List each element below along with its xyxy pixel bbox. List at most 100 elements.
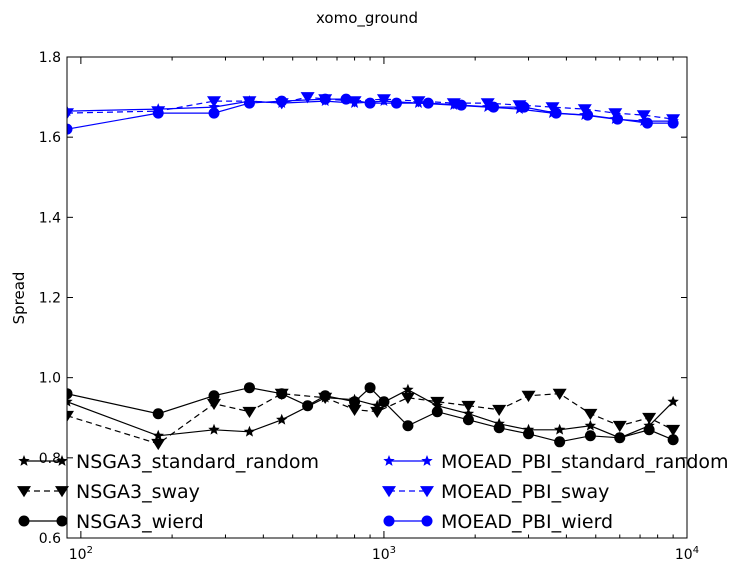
legend-marker <box>56 455 68 466</box>
data-point-MOEAD_PBI_wierd <box>67 123 73 135</box>
data-point-NSGA3_standard_random <box>67 395 73 407</box>
y-tick-label: 1.6 <box>39 130 61 146</box>
data-point-MOEAD_PBI_wierd <box>208 107 220 119</box>
data-point-MOEAD_PBI_wierd <box>550 107 562 119</box>
data-point-NSGA3_sway <box>370 406 385 419</box>
data-point-MOEAD_PBI_wierd <box>612 113 624 125</box>
data-point-NSGA3_wierd <box>364 382 376 394</box>
data-point-MOEAD_PBI_sway <box>376 94 391 106</box>
legend-entry: MOEAD_PBI_sway <box>382 481 609 503</box>
data-point-MOEAD_PBI_wierd <box>152 107 164 119</box>
data-point-MOEAD_PBI_wierd <box>340 93 352 105</box>
data-point-MOEAD_PBI_sway <box>577 104 592 116</box>
data-point-NSGA3_standard_random <box>276 413 288 425</box>
data-point-MOEAD_PBI_sway <box>300 92 315 104</box>
y-tick-label: 0.8 <box>39 451 61 467</box>
data-point-NSGA3_standard_random <box>208 423 220 435</box>
series-line-NSGA3_sway <box>67 393 674 445</box>
legend-marker <box>383 515 395 527</box>
legend-entry: NSGA3_sway <box>17 481 200 503</box>
data-point-NSGA3_wierd <box>462 414 474 426</box>
data-point-MOEAD_PBI_wierd <box>319 93 331 105</box>
data-point-MOEAD_PBI_sway <box>446 98 461 110</box>
data-point-MOEAD_PBI_wierd <box>276 95 288 107</box>
x-tick-label: 102 <box>69 545 93 563</box>
legend-entry: NSGA3_standard_random <box>18 451 319 473</box>
data-point-NSGA3_wierd <box>493 422 505 434</box>
y-tick-label: 1.0 <box>39 371 61 387</box>
data-point-NSGA3_sway <box>642 412 657 425</box>
data-point-MOEAD_PBI_wierd <box>243 97 255 109</box>
data-point-MOEAD_PBI_wierd <box>390 97 402 109</box>
x-tick-label: 104 <box>675 545 699 563</box>
legend-marker <box>382 486 396 498</box>
data-point-MOEAD_PBI_wierd <box>488 101 500 113</box>
data-point-NSGA3_wierd <box>643 424 655 436</box>
legend-entry: MOEAD_PBI_standard_random <box>383 451 729 473</box>
data-point-NSGA3_sway <box>207 398 222 411</box>
y-tick-label: 0.6 <box>39 531 61 547</box>
y-tick-label: 1.4 <box>39 210 61 226</box>
data-point-NSGA3_wierd <box>152 408 164 420</box>
data-point-NSGA3_wierd <box>584 430 596 442</box>
data-point-NSGA3_sway <box>521 390 536 403</box>
data-point-NSGA3_sway <box>552 388 567 400</box>
y-tick-label: 1.8 <box>39 50 61 66</box>
legend-label: NSGA3_sway <box>76 481 200 503</box>
data-point-NSGA3_sway <box>67 410 74 423</box>
data-point-NSGA3_standard_random <box>152 429 164 441</box>
data-point-MOEAD_PBI_wierd <box>582 109 594 121</box>
data-point-NSGA3_sway <box>612 420 627 433</box>
data-point-NSGA3_standard_random <box>667 395 679 407</box>
series-MOEAD_PBI_wierd <box>67 93 679 135</box>
legend-marker <box>17 486 31 498</box>
data-point-MOEAD_PBI_sway <box>636 110 651 122</box>
data-point-NSGA3_sway <box>347 404 362 417</box>
series-layer <box>67 92 681 451</box>
series-line-NSGA3_standard_random <box>67 389 674 439</box>
legend-label: NSGA3_standard_random <box>76 451 319 473</box>
data-point-MOEAD_PBI_wierd <box>364 97 376 109</box>
data-point-MOEAD_PBI_wierd <box>518 101 530 113</box>
data-point-MOEAD_PBI_sway <box>480 98 495 110</box>
data-point-MOEAD_PBI_wierd <box>422 97 434 109</box>
data-point-MOEAD_PBI_sway <box>608 108 623 120</box>
data-point-MOEAD_PBI_sway <box>545 102 560 114</box>
data-point-NSGA3_standard_random <box>553 423 566 435</box>
legend-entry: NSGA3_wierd <box>18 511 204 533</box>
legend-label: MOEAD_PBI_sway <box>441 481 609 503</box>
data-point-NSGA3_wierd <box>208 390 220 402</box>
legend-label: MOEAD_PBI_wierd <box>441 511 613 533</box>
data-point-NSGA3_standard_random <box>243 425 256 437</box>
data-point-MOEAD_PBI_sway <box>67 108 74 120</box>
data-point-MOEAD_PBI_sway <box>411 96 426 108</box>
data-point-NSGA3_standard_random <box>462 407 475 419</box>
legend-marker <box>18 455 30 466</box>
data-point-NSGA3_sway <box>492 404 507 417</box>
data-point-NSGA3_sway <box>151 438 166 451</box>
data-point-NSGA3_sway <box>242 406 257 419</box>
ticks-layer: 0.6 0.8 1.0 1.2 1.4 1.6 1.8 102 103 104 <box>39 50 699 563</box>
data-point-NSGA3_sway <box>461 400 476 413</box>
chart-title: xomo_ground <box>316 9 418 28</box>
series-line-MOEAD_PBI_sway <box>67 96 674 120</box>
legend-marker <box>421 455 433 466</box>
data-point-NSGA3_standard_random <box>584 419 597 431</box>
legend-label: MOEAD_PBI_standard_random <box>441 451 729 473</box>
legend-marker <box>56 515 68 527</box>
legend-entry: MOEAD_PBI_wierd <box>383 511 613 533</box>
data-point-NSGA3_wierd <box>378 396 390 408</box>
data-point-MOEAD_PBI_sway <box>207 96 222 108</box>
legend-label: NSGA3_wierd <box>76 511 204 533</box>
x-tick-label: 103 <box>372 545 396 563</box>
data-point-NSGA3_wierd <box>523 428 535 440</box>
data-point-NSGA3_wierd <box>276 388 288 400</box>
legend: NSGA3_standard_random NSGA3_sway NSGA3_wie… <box>17 451 729 533</box>
data-point-MOEAD_PBI_wierd <box>455 99 467 111</box>
data-point-NSGA3_sway <box>400 392 415 405</box>
data-point-NSGA3_wierd <box>302 400 314 412</box>
data-point-NSGA3_wierd <box>554 436 566 448</box>
data-point-NSGA3_wierd <box>67 388 73 400</box>
